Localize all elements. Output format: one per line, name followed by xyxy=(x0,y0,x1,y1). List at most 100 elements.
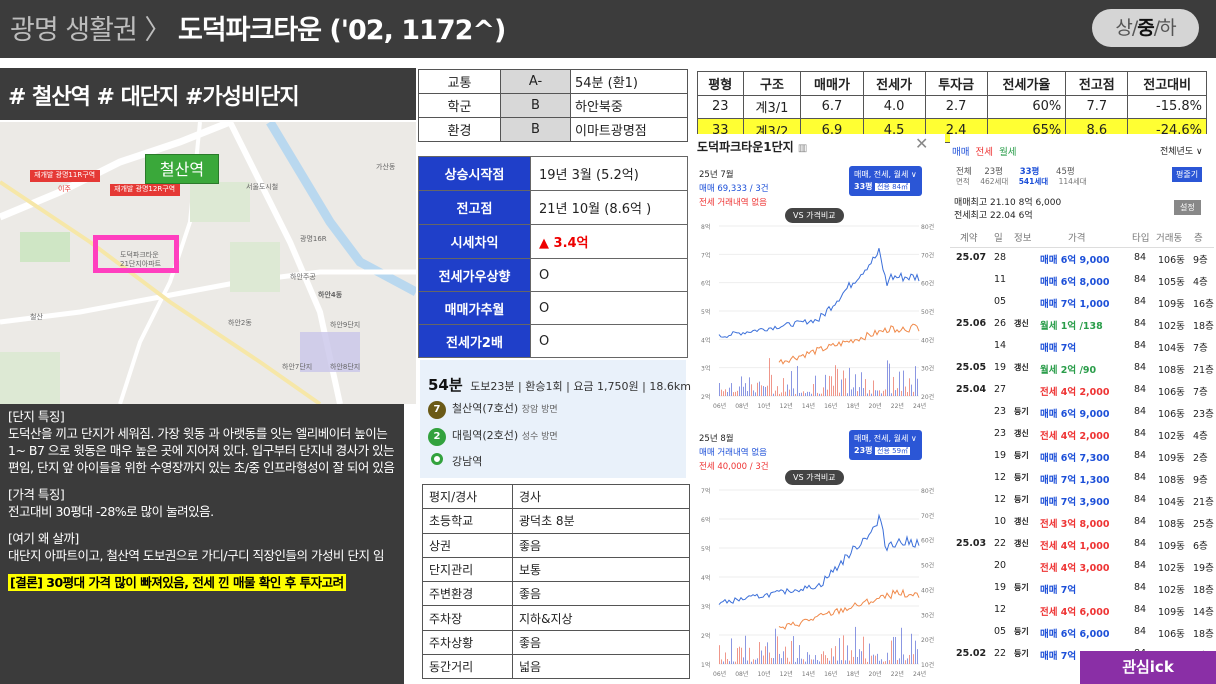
chart2-size[interactable]: 23평 xyxy=(854,446,873,455)
table-row: 전고점 21년 10월 (8.6억 ) xyxy=(418,190,688,225)
level-toggle-button[interactable]: 상/중/하 xyxy=(1092,9,1199,47)
list-item[interactable]: 25.07 28 매매 6억 9,000 84 106동 9층 xyxy=(950,248,1214,270)
list-item[interactable]: 10 갱신 전세 3억 8,000 84 108동 25층 xyxy=(950,512,1214,534)
y-tick-right: 50건 xyxy=(921,308,934,316)
list-item[interactable]: 12 등기 매매 7억 1,300 84 108동 9층 xyxy=(950,468,1214,490)
volume-bar xyxy=(749,377,750,396)
period-select[interactable]: 전체년도 ∨ xyxy=(1160,147,1203,157)
feature-label: 단지관리 xyxy=(422,556,513,583)
list-item[interactable]: 25.04 27 전세 4억 2,000 84 106동 7층 xyxy=(950,380,1214,402)
contract-price: 전세 4억 6,000 xyxy=(1040,607,1110,618)
volume-bar xyxy=(751,384,752,396)
chart2-compare-button[interactable]: VS 가격비교 xyxy=(785,470,844,485)
list-item[interactable]: 25.03 22 갱신 전세 4억 1,000 84 109동 6층 xyxy=(950,534,1214,556)
volume-bar xyxy=(909,378,910,396)
list-header: 계약 일 정보 가격 타입 거래동 층 xyxy=(950,226,1214,248)
close-icon[interactable]: ✕ xyxy=(915,134,929,153)
volume-bar xyxy=(733,661,734,664)
volume-bar xyxy=(911,633,912,664)
chart1-size[interactable]: 33평 xyxy=(854,182,873,191)
list-item[interactable]: 12 등기 매매 7억 3,900 84 104동 21층 xyxy=(950,490,1214,512)
interest-button[interactable]: 관심ick xyxy=(1080,651,1216,684)
size-fold-button[interactable]: 평줄기 xyxy=(1172,167,1203,182)
list-item[interactable]: 19 등기 매매 6억 7,300 84 109동 2층 xyxy=(950,446,1214,468)
list-item[interactable]: 23 갱신 전세 4억 2,000 84 102동 4층 xyxy=(950,424,1214,446)
flag-label: 매매가추월 xyxy=(418,291,531,325)
volume-bar xyxy=(817,392,818,396)
volume-bar xyxy=(777,636,778,664)
chart2-type-label[interactable]: 매매, 전세, 월세 ∨ xyxy=(854,434,917,443)
price-label: 상승시작점 xyxy=(418,156,531,191)
list-item[interactable]: 14 매매 7억 84 104동 7층 xyxy=(950,336,1214,358)
list-item[interactable]: 11 매매 6억 8,000 84 105동 4층 xyxy=(950,270,1214,292)
y-tick-left: 2억 xyxy=(701,632,710,640)
chart1-compare-button[interactable]: VS 가격비교 xyxy=(785,208,844,223)
tab-sale[interactable]: 매매 xyxy=(952,147,970,158)
grade-label: 학군 xyxy=(418,93,501,118)
contract-floor: 18층 xyxy=(1193,629,1214,640)
notes-heading-3: [여기 왜 살까] xyxy=(8,531,79,546)
level-low[interactable]: /하 xyxy=(1153,17,1177,39)
level-mid[interactable]: 중 xyxy=(1137,17,1155,39)
volume-bar xyxy=(855,374,856,396)
chart1-area: 전용 84㎡ xyxy=(875,183,911,191)
contract-price: 매매 7억 xyxy=(1040,343,1077,354)
volume-bar xyxy=(915,640,916,664)
size-45[interactable]: 45평 xyxy=(1056,167,1075,177)
volume-bar xyxy=(791,640,792,664)
volume-bar xyxy=(897,659,898,664)
route-stop: 강남역 xyxy=(428,453,482,469)
tab-jeonse[interactable]: 전세 xyxy=(975,147,994,158)
list-item[interactable]: 05 매매 7억 1,000 84 109동 16층 xyxy=(950,292,1214,314)
x-tick: 10년 xyxy=(757,670,770,678)
volume-bar xyxy=(871,655,872,664)
contract-day: 28 xyxy=(994,252,1007,263)
chart2-date: 25년 8월 xyxy=(699,434,734,444)
stop-name: 대림역(2호선) xyxy=(452,429,519,442)
volume-bar xyxy=(823,387,824,396)
list-item[interactable]: 25.06 26 갱신 월세 1억 /138 84 102동 18층 xyxy=(950,314,1214,336)
list-item[interactable]: 12 전세 4억 6,000 84 109동 14층 xyxy=(950,600,1214,622)
chart1-type-label[interactable]: 매매, 전세, 월세 ∨ xyxy=(854,170,917,179)
contract-floor: 7층 xyxy=(1193,387,1208,398)
volume-bar xyxy=(819,393,820,396)
contract-type: 84 xyxy=(1134,560,1147,571)
contract-type: 84 xyxy=(1134,252,1147,263)
contract-month: 25.06 xyxy=(956,318,987,329)
contract-building: 106동 xyxy=(1158,409,1185,420)
feature-table: 평지/경사 경사 초등학교 광덕초 8분 상권 좋음 단지관리 보통 주변환경 좋음 주차장 지하&지… xyxy=(422,483,690,680)
volume-bar xyxy=(831,376,832,396)
size-23[interactable]: 23평 xyxy=(984,167,1003,177)
size-33[interactable]: 33평 xyxy=(1019,167,1040,177)
list-item[interactable]: 23 등기 매매 6억 9,000 84 106동 23층 xyxy=(950,402,1214,424)
volume-bar xyxy=(809,654,810,664)
col-header: 전세가 xyxy=(862,71,926,96)
contract-floor: 9층 xyxy=(1193,255,1208,266)
contract-type: 84 xyxy=(1134,318,1147,329)
station-marker[interactable]: 철산역 xyxy=(145,154,219,184)
list-item[interactable]: 25.05 19 갱신 월세 2억 /90 84 108동 21층 xyxy=(950,358,1214,380)
volume-bar xyxy=(861,372,862,396)
col-contract: 계약 xyxy=(960,233,978,244)
chart2-type-select[interactable]: 매매, 전세, 월세 ∨ 23평 전용 59㎡ xyxy=(849,430,922,460)
volume-bar xyxy=(719,382,720,396)
tab-wolse[interactable]: 월세 xyxy=(999,147,1017,158)
size-all[interactable]: 전체 xyxy=(956,167,972,177)
contract-building: 106동 xyxy=(1158,387,1185,398)
contract-month: 25.05 xyxy=(956,362,987,373)
list-item[interactable]: 20 전세 4억 3,000 84 102동 19층 xyxy=(950,556,1214,578)
list-item[interactable]: 19 등기 매매 7억 84 102동 18층 xyxy=(950,578,1214,600)
settings-button[interactable]: 설정 xyxy=(1174,200,1201,215)
chart1-date: 25년 7월 xyxy=(699,170,734,180)
level-high[interactable]: 상/ xyxy=(1115,17,1138,39)
contract-floor: 21층 xyxy=(1193,365,1214,376)
volume-bar xyxy=(721,659,722,664)
contract-day: 26 xyxy=(994,318,1007,329)
grade-value: B xyxy=(500,93,571,118)
contract-type: 84 xyxy=(1134,582,1147,593)
y-tick-right: 10건 xyxy=(921,661,934,669)
volume-bar xyxy=(829,660,830,664)
chart1-type-select[interactable]: 매매, 전세, 월세 ∨ 33평 전용 84㎡ xyxy=(849,166,922,196)
list-item[interactable]: 05 등기 매매 6억 6,000 84 106동 18층 xyxy=(950,622,1214,644)
